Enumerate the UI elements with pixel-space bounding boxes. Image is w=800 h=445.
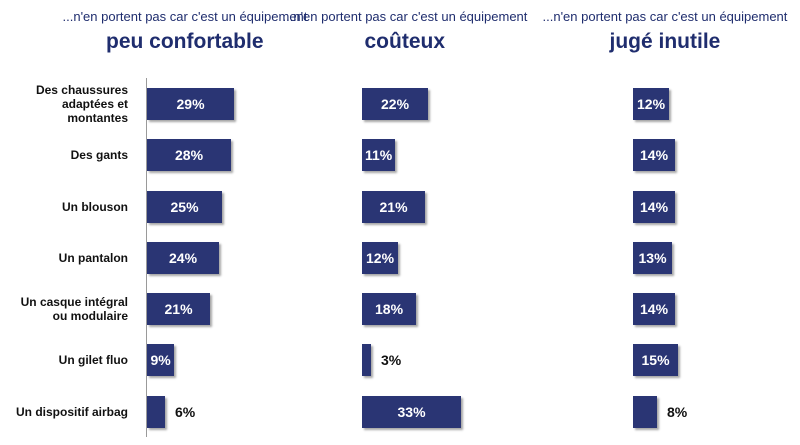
data-label: 14% (640, 199, 669, 215)
data-label: 28% (175, 147, 204, 163)
bar (362, 139, 395, 171)
data-label: 18% (375, 301, 404, 317)
data-label: 8% (667, 404, 688, 420)
data-label: 13% (638, 250, 667, 266)
data-label: 24% (169, 250, 198, 266)
data-label: 22% (381, 96, 410, 112)
data-label: 11% (365, 147, 393, 163)
data-label: 14% (640, 301, 669, 317)
category-label: Des gants (70, 148, 128, 162)
panel-prefix: ...n'en portent pas car c'est un équipem… (62, 9, 308, 24)
bar (633, 191, 675, 223)
bar (362, 293, 416, 325)
data-label: 12% (366, 250, 395, 266)
bar (362, 242, 398, 274)
bar (147, 396, 165, 428)
bar (362, 191, 425, 223)
bar (147, 191, 222, 223)
panel-title: coûteux (364, 30, 446, 53)
category-label: Un gilet fluo (58, 353, 128, 367)
data-label: 6% (175, 404, 196, 420)
category-label: Un pantalon (58, 251, 128, 265)
bar (362, 344, 371, 376)
bar (633, 293, 675, 325)
bar (147, 242, 219, 274)
category-label: Des chaussures adaptées et montantes (35, 83, 128, 125)
panel-prefix: ...n'en portent pas car c'est un équipem… (542, 9, 788, 24)
data-label: 12% (637, 96, 666, 112)
category-axis-line (146, 78, 147, 437)
data-label: 29% (176, 96, 205, 112)
bar (633, 139, 675, 171)
panel-title: jugé inutile (609, 30, 721, 53)
bar (147, 139, 231, 171)
panel-prefix: ...n'en portent pas car c'est un équipem… (282, 9, 528, 24)
data-label: 21% (379, 199, 408, 215)
bar (147, 88, 234, 120)
data-label: 15% (641, 352, 670, 368)
data-label: 33% (397, 404, 426, 420)
data-label: 3% (381, 352, 402, 368)
category-label: Un dispositif airbag (15, 405, 128, 419)
bar (633, 242, 672, 274)
category-label: Un casque intégral ou modulaire (20, 295, 128, 323)
bar (362, 88, 428, 120)
bar (147, 293, 210, 325)
bar (633, 88, 669, 120)
bar (362, 396, 461, 428)
data-label: 9% (150, 352, 171, 368)
bar (147, 344, 174, 376)
data-label: 25% (170, 199, 199, 215)
bar (633, 396, 657, 428)
category-label: Un blouson (62, 200, 128, 214)
bar (633, 344, 678, 376)
panel-title: peu confortable (106, 30, 264, 53)
data-label: 21% (164, 301, 193, 317)
data-label: 14% (640, 147, 669, 163)
